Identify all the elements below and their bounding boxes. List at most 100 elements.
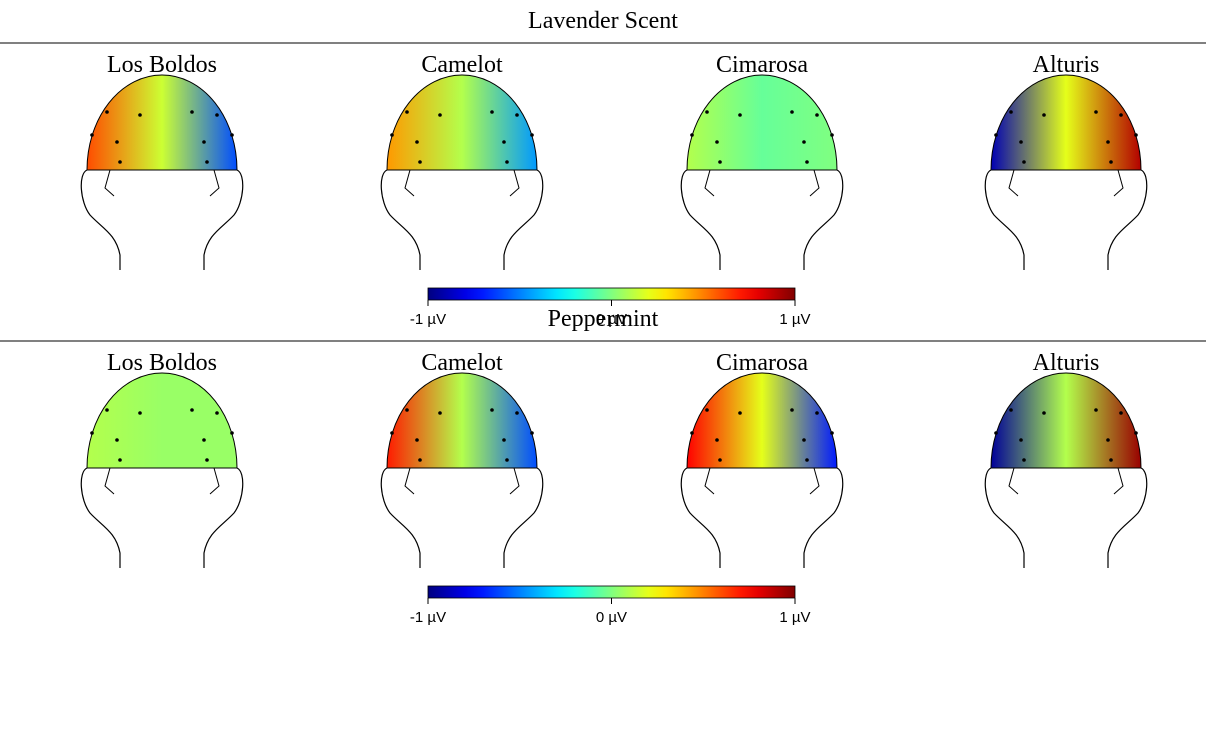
ear-inner [1009,170,1018,196]
map-label: Cimarosa [716,52,808,78]
colorbar-tick-label: 1 µV [779,609,810,626]
electrode [490,110,494,114]
electrode [1042,113,1046,117]
electrode [530,431,534,435]
electrode [1094,408,1098,412]
electrode [1106,140,1110,144]
electrode [1134,431,1138,435]
electrode [202,438,206,442]
electrode [1009,110,1013,114]
electrode [1134,133,1138,137]
electrode [90,431,94,435]
figure: Lavender Scent Los Boldos Camelot Cimarosa A… [0,0,1206,742]
electrode [1109,160,1113,164]
head-outline [985,468,1024,568]
ear-inner [705,468,714,494]
electrode [390,431,394,435]
electrode [505,160,509,164]
electrode [705,408,709,412]
head-outline [381,468,420,568]
electrode [205,160,209,164]
head-outline [504,468,543,568]
head-outline [681,468,720,568]
electrode [802,438,806,442]
electrode [994,431,998,435]
electrode [115,140,119,144]
electrode [502,140,506,144]
electrode [1094,110,1098,114]
electrode [994,133,998,137]
head-outline [81,170,120,270]
scalp-map [387,373,537,468]
electrode [515,113,519,117]
ear-inner [510,170,519,196]
ear-inner [105,170,114,196]
head-outline [985,170,1024,270]
electrode [1119,411,1123,415]
scalp-map [991,373,1141,468]
colorbar [428,288,795,300]
colorbar-tick-label: -1 µV [410,609,446,626]
head-outline [1108,468,1147,568]
electrode [190,110,194,114]
electrode [815,113,819,117]
electrode [115,438,119,442]
scalp-map [991,75,1141,170]
colorbar [428,586,795,598]
ear-inner [405,170,414,196]
electrode [1019,438,1023,442]
map-label: Los Boldos [107,52,217,78]
map-label: Camelot [421,52,503,78]
scalp-map [87,373,237,468]
electrode [438,113,442,117]
electrode [718,160,722,164]
electrode [138,113,142,117]
electrode [718,458,722,462]
electrode [705,110,709,114]
electrode [830,431,834,435]
ear-inner [510,468,519,494]
electrode [202,140,206,144]
electrode [690,133,694,137]
head-outline [504,170,543,270]
electrode [515,411,519,415]
electrode [1109,458,1113,462]
map-label: Cimarosa [716,350,808,376]
electrode [105,110,109,114]
scalp-map [87,75,237,170]
head-outline [681,170,720,270]
electrode [1022,160,1026,164]
ear-inner [105,468,114,494]
electrode [118,458,122,462]
scalp-map [687,75,837,170]
ear-inner [810,170,819,196]
electrode [215,411,219,415]
electrode [230,133,234,137]
electrode [418,458,422,462]
electrode [690,431,694,435]
electrode [802,140,806,144]
electrode [230,431,234,435]
electrode [138,411,142,415]
ear-inner [405,468,414,494]
map-label: Camelot [421,350,503,376]
colorbar-tick-label: 1 µV [779,311,810,328]
head-outline [204,170,243,270]
electrode [1106,438,1110,442]
electrode [505,458,509,462]
scalp-map [387,75,537,170]
electrode [438,411,442,415]
electrode [715,438,719,442]
electrode [502,438,506,442]
map-label: Alturis [1033,52,1100,78]
electrode [415,438,419,442]
electrode [1119,113,1123,117]
electrode [738,411,742,415]
head-outline [81,468,120,568]
electrode [118,160,122,164]
panel-title: Lavender Scent [528,8,678,34]
head-outline [1108,170,1147,270]
ear-inner [1114,170,1123,196]
electrode [405,408,409,412]
electrode [390,133,394,137]
